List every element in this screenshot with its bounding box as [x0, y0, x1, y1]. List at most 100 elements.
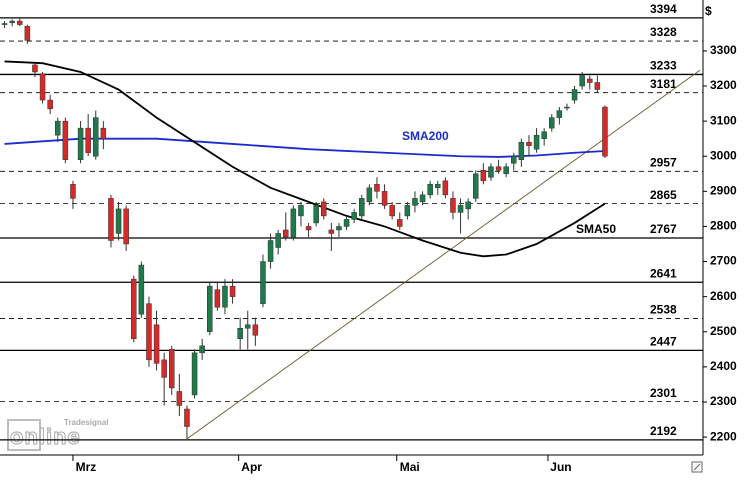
candle-body — [488, 166, 494, 178]
sma-line — [4, 137, 606, 158]
candle-body — [336, 226, 342, 231]
sma-label: SMA50 — [576, 222, 616, 236]
candle-body — [602, 106, 608, 157]
y-tick-label: 2700 — [710, 254, 737, 268]
candle-body — [587, 78, 593, 83]
candle-body — [571, 89, 578, 101]
candle-body — [260, 261, 266, 304]
candle-body — [32, 64, 38, 73]
candle-body — [549, 117, 555, 129]
y-tick-label: 3200 — [710, 78, 737, 92]
candle-body — [343, 219, 350, 227]
candle-body — [191, 352, 198, 396]
candle-body — [404, 205, 411, 217]
candle-body — [9, 20, 15, 24]
x-tick-label: Mai — [400, 460, 420, 474]
level-label: 3328 — [650, 25, 677, 39]
candle-body — [267, 240, 274, 262]
candle-body — [55, 120, 61, 136]
sma-label: SMA200 — [402, 129, 449, 143]
y-tick-label: 3300 — [710, 43, 737, 57]
corner-grip — [691, 461, 703, 473]
candle-body — [518, 141, 525, 160]
candle-body — [207, 285, 213, 333]
candle-body — [465, 201, 471, 210]
candle-body — [131, 278, 137, 340]
candle-body — [138, 264, 145, 315]
watermark-box — [7, 419, 41, 451]
candle-body — [412, 198, 418, 206]
candle-body — [533, 134, 540, 150]
x-tick-label: Mrz — [76, 460, 97, 474]
candle-body — [321, 201, 327, 217]
watermark-brand: Tradesignal — [64, 418, 108, 427]
candle-body — [275, 233, 281, 248]
candle-body — [115, 208, 122, 234]
candle-body — [556, 110, 563, 118]
candle-body — [62, 120, 69, 160]
candle-body — [526, 141, 532, 146]
candle-body — [199, 345, 205, 354]
candle-body — [457, 205, 464, 213]
candle-body — [39, 73, 46, 101]
y-tick-label: 3000 — [710, 148, 737, 162]
candle-body — [153, 324, 160, 364]
watermark-text: online — [10, 424, 81, 449]
candle-body — [17, 20, 23, 25]
candle-body — [397, 219, 403, 227]
level-label: 2957 — [650, 155, 677, 169]
y-tick-label: 2500 — [710, 324, 737, 338]
candle-body — [564, 106, 570, 109]
candle-body — [495, 166, 502, 171]
candle-body — [503, 166, 509, 175]
sma-line — [4, 60, 606, 258]
candle-body — [541, 131, 547, 139]
y-tick-label: 2600 — [710, 289, 737, 303]
candle-body — [328, 229, 335, 234]
x-tick-label: Jun — [550, 460, 571, 474]
y-tick-label: 3100 — [710, 113, 737, 127]
level-label: 2767 — [650, 222, 677, 236]
candle-body — [381, 191, 388, 206]
candle-body — [100, 127, 107, 139]
candle-body — [108, 198, 114, 241]
watermark: Tradesignal online — [7, 418, 108, 451]
candle-body — [419, 194, 426, 203]
candle-body — [214, 289, 221, 308]
candle-body — [1, 23, 8, 25]
candle-body — [283, 229, 289, 238]
candle-body — [237, 328, 243, 340]
candle-body — [252, 324, 259, 336]
candle-body — [93, 117, 99, 157]
candle-body — [511, 155, 517, 164]
candle-body — [123, 208, 129, 245]
level-label: 3233 — [650, 59, 677, 73]
candle-body — [70, 184, 76, 199]
y-tick-label: 2300 — [710, 394, 737, 408]
candle-body — [366, 187, 373, 203]
candle-body — [579, 75, 585, 87]
candle-body — [313, 205, 319, 224]
candle-body — [374, 184, 380, 192]
level-label: 2447 — [650, 335, 677, 349]
candle-body — [146, 303, 152, 361]
candle-body — [480, 170, 487, 182]
candle-body — [450, 198, 456, 213]
currency-label: $ — [705, 4, 712, 18]
level-label: 2301 — [650, 386, 677, 400]
candle-body — [245, 324, 251, 329]
level-label: 2538 — [650, 303, 677, 317]
candle-body — [85, 127, 91, 153]
level-label: 3181 — [650, 77, 677, 91]
level-label: 2641 — [650, 266, 677, 280]
candle-body — [222, 285, 228, 308]
candle-body — [229, 285, 236, 297]
candle-body — [351, 212, 357, 220]
y-tick-label: 2400 — [710, 359, 737, 373]
y-tick-label: 2200 — [710, 429, 737, 443]
candle-body — [298, 205, 304, 217]
candle-body — [290, 208, 297, 238]
candle-body — [184, 408, 190, 427]
candle-body — [161, 359, 167, 378]
